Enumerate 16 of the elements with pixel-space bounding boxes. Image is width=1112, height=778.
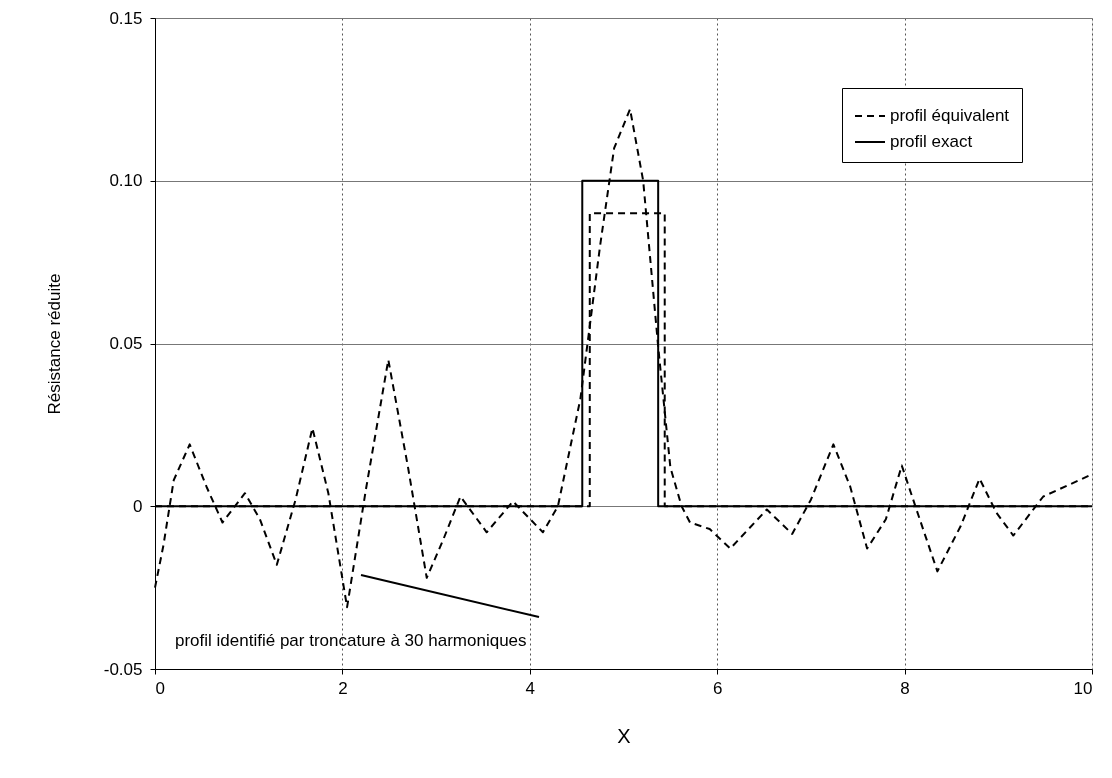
x-tick-label: 4 [525,678,536,698]
y-tick-label: 0.10 [109,171,143,191]
x-tick-label: 2 [338,678,348,698]
y-axis-title: Résistance réduite [44,273,64,415]
x-tick-label: 6 [712,678,723,698]
y-tick-label: 0.05 [109,334,143,353]
legend-label: profil exact [890,132,973,151]
y-tick-label: -0.05 [103,659,143,679]
x-tick-label: 0 [155,678,165,698]
x-tick-label: 8 [900,678,910,698]
y-tick-label: 0.15 [109,8,143,28]
annotation: profil identifié par troncature à 30 harmoniques [175,631,527,650]
y-tick-label: 0 [133,496,143,516]
x-axis-title: X [617,724,631,747]
x-tick-label: 10 [1073,678,1093,698]
legend-label: profil équivalent [890,106,1010,125]
